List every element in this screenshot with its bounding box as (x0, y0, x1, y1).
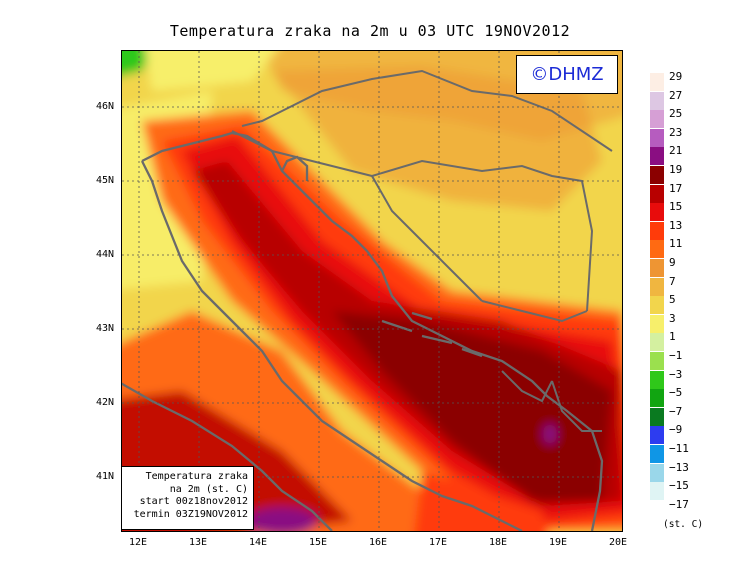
info-line-1: Temperatura zraka (122, 471, 248, 484)
map-title: Temperatura zraka na 2m u 03 UTC 19NOV20… (0, 22, 740, 40)
lon-label: 12E (123, 537, 153, 548)
legend-swatch (650, 147, 664, 165)
legend-label: −5 (669, 386, 682, 399)
legend-swatch (650, 259, 664, 277)
legend-swatch (650, 296, 664, 314)
legend-swatch (650, 482, 664, 500)
legend-swatch (650, 464, 664, 482)
lon-label: 14E (243, 537, 273, 548)
lon-label: 16E (363, 537, 393, 548)
legend-swatch (650, 408, 664, 426)
legend-swatch (650, 92, 664, 110)
legend-label: −9 (669, 423, 682, 436)
lat-label: 45N (84, 175, 114, 186)
lon-label: 15E (303, 537, 333, 548)
legend-label: −13 (669, 461, 689, 474)
legend-swatch (650, 352, 664, 370)
legend-label: −15 (669, 479, 689, 492)
legend-label: 9 (669, 256, 676, 269)
legend-label: 3 (669, 312, 676, 325)
legend-swatch (650, 333, 664, 351)
legend-swatch (650, 389, 664, 407)
lat-label: 43N (84, 323, 114, 334)
info-line-4: termin 03Z19NOV2012 (122, 509, 248, 522)
temperature-map (121, 50, 623, 532)
lat-label: 41N (84, 471, 114, 482)
legend-swatch (650, 240, 664, 258)
legend-label: 27 (669, 89, 682, 102)
legend-label: 17 (669, 182, 682, 195)
lat-label: 44N (84, 249, 114, 260)
legend-label: 23 (669, 126, 682, 139)
legend-label: 5 (669, 293, 676, 306)
legend-swatch (650, 315, 664, 333)
legend-swatch (650, 203, 664, 221)
legend-swatch (650, 222, 664, 240)
legend-label: 11 (669, 237, 682, 250)
legend-swatch (650, 185, 664, 203)
legend-label: 19 (669, 163, 682, 176)
info-line-3: start 00z18nov2012 (122, 496, 248, 509)
legend-swatch (650, 129, 664, 147)
legend-label: 7 (669, 275, 676, 288)
legend-label: 1 (669, 330, 676, 343)
legend-label: 15 (669, 200, 682, 213)
legend-label: 21 (669, 144, 682, 157)
legend-units: (st. C) (663, 519, 703, 530)
lon-label: 20E (603, 537, 633, 548)
legend-swatch (650, 110, 664, 128)
legend-label: −11 (669, 442, 689, 455)
lon-label: 18E (483, 537, 513, 548)
legend-label: 29 (669, 70, 682, 83)
legend-swatch (650, 278, 664, 296)
info-box: Temperatura zraka na 2m (st. C) start 00… (121, 466, 254, 530)
legend-label: −17 (669, 498, 689, 511)
legend-label: 13 (669, 219, 682, 232)
lat-label: 46N (84, 101, 114, 112)
legend-swatch (650, 445, 664, 463)
lon-label: 17E (423, 537, 453, 548)
info-line-2: na 2m (st. C) (122, 484, 248, 497)
legend-label: −7 (669, 405, 682, 418)
legend-swatch (650, 73, 664, 91)
temperature-field (122, 51, 622, 531)
legend-swatch (650, 371, 664, 389)
legend-label: −3 (669, 368, 682, 381)
legend-swatch (650, 166, 664, 184)
lat-label: 42N (84, 397, 114, 408)
lon-label: 13E (183, 537, 213, 548)
lon-label: 19E (543, 537, 573, 548)
legend-label: −1 (669, 349, 682, 362)
legend-swatch (650, 426, 664, 444)
dhmz-logo: ©DHMZ (516, 55, 618, 94)
legend-label: 25 (669, 107, 682, 120)
